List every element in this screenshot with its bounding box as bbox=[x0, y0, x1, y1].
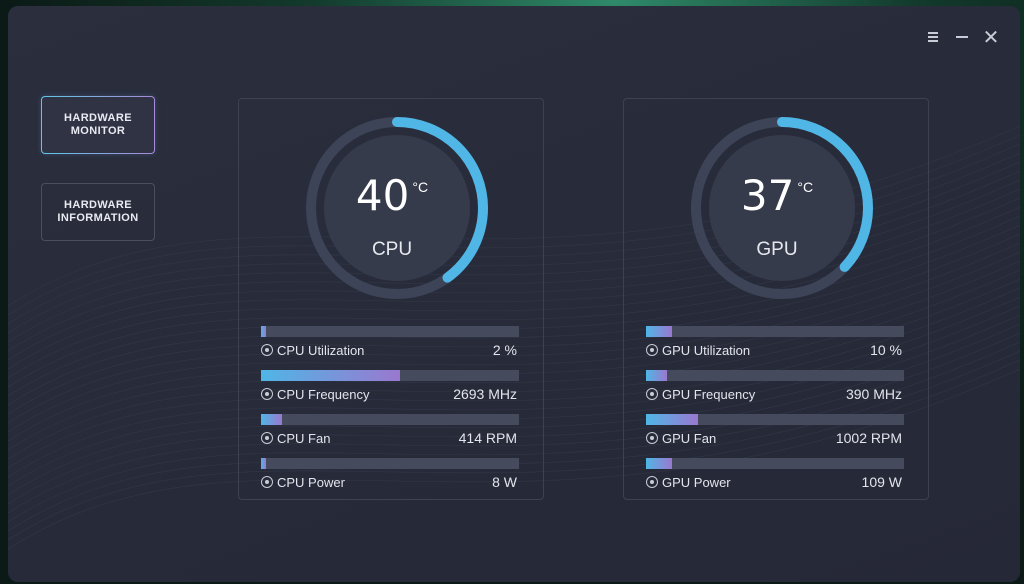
power-icon bbox=[646, 476, 658, 488]
gpu-frequency-bar-fill bbox=[646, 370, 667, 381]
minimize-button[interactable] bbox=[951, 26, 973, 48]
gpu-frequency-label: GPU Frequency bbox=[662, 386, 756, 402]
gauge-icon bbox=[646, 344, 658, 356]
cpu-utilization-bar-fill bbox=[261, 326, 267, 337]
cpu-frequency-metric: CPU Frequency 2693 MHz bbox=[261, 370, 519, 402]
cpu-power-metric: CPU Power 8 W bbox=[261, 458, 519, 490]
fan-icon bbox=[646, 432, 658, 444]
fan-icon bbox=[261, 432, 273, 444]
power-icon bbox=[261, 476, 273, 488]
minimize-icon bbox=[956, 36, 968, 38]
cpu-temperature-unit: °C bbox=[412, 179, 429, 195]
gpu-fan-metric: GPU Fan 1002 RPM bbox=[646, 414, 904, 446]
frequency-icon bbox=[261, 388, 273, 400]
gpu-frequency-value: 390 MHz bbox=[845, 386, 902, 402]
gpu-utilization-metric: GPU Utilization 10 % bbox=[646, 326, 904, 358]
cpu-power-label: CPU Power bbox=[277, 474, 345, 490]
gpu-fan-bar bbox=[646, 414, 904, 425]
cpu-gauge-label: CPU bbox=[371, 239, 413, 260]
gpu-power-label: GPU Power bbox=[662, 474, 731, 490]
close-button[interactable]: ✕ bbox=[980, 26, 1002, 48]
cpu-fan-value: 414 RPM bbox=[458, 430, 517, 446]
cpu-temperature-gauge bbox=[306, 117, 488, 299]
gpu-power-metric: GPU Power 109 W bbox=[646, 458, 904, 490]
frequency-icon bbox=[646, 388, 658, 400]
cpu-utilization-bar bbox=[261, 326, 519, 337]
gpu-utilization-label: GPU Utilization bbox=[662, 342, 751, 358]
cpu-frequency-bar-fill bbox=[261, 370, 401, 381]
cpu-temperature: 40 °C bbox=[239, 171, 545, 220]
cpu-fan-bar bbox=[261, 414, 519, 425]
cpu-frequency-value: 2693 MHz bbox=[453, 386, 517, 402]
cpu-frequency-label: CPU Frequency bbox=[277, 386, 370, 402]
cpu-fan-bar-fill bbox=[261, 414, 282, 425]
cpu-panel: 40 °C CPU CPU Utilization 2 % CPU Frequenc… bbox=[238, 98, 544, 500]
cpu-fan-label: CPU Fan bbox=[277, 430, 331, 446]
cpu-fan-metric: CPU Fan 414 RPM bbox=[261, 414, 519, 446]
close-icon: ✕ bbox=[982, 25, 1000, 49]
cpu-utilization-value: 2 % bbox=[492, 342, 517, 358]
cpu-power-bar-fill bbox=[261, 458, 267, 469]
cpu-power-value: 8 W bbox=[492, 474, 517, 490]
cpu-utilization-label: CPU Utilization bbox=[277, 342, 365, 358]
cpu-power-bar bbox=[261, 458, 519, 469]
gpu-utilization-bar bbox=[646, 326, 904, 337]
gpu-utilization-value: 10 % bbox=[870, 342, 902, 358]
gpu-fan-label: GPU Fan bbox=[662, 430, 717, 446]
gpu-fan-bar-fill bbox=[646, 414, 698, 425]
gpu-frequency-metric: GPU Frequency 390 MHz bbox=[646, 370, 904, 402]
gpu-utilization-bar-fill bbox=[646, 326, 672, 337]
nav-hardware-monitor[interactable]: HARDWARE MONITOR bbox=[41, 96, 155, 154]
gauge-icon bbox=[261, 344, 273, 356]
nav-hardware-information[interactable]: HARDWARE INFORMATION bbox=[41, 183, 155, 241]
gpu-temperature-value: 37 bbox=[740, 171, 795, 220]
app-window: ✕ HARDWARE MONITOR HARDWARE INFORMATION … bbox=[8, 6, 1020, 582]
gpu-temperature-unit: °C bbox=[797, 179, 814, 195]
menu-icon bbox=[928, 30, 938, 45]
cpu-utilization-metric: CPU Utilization 2 % bbox=[261, 326, 519, 358]
gpu-power-bar-fill bbox=[646, 458, 672, 469]
cpu-frequency-bar bbox=[261, 370, 519, 381]
cpu-gauge-arc bbox=[306, 117, 488, 299]
gpu-panel: 37 °C GPU GPU Utilization 10 % GPU Frequen… bbox=[623, 98, 929, 500]
gpu-temperature: 37 °C bbox=[624, 171, 930, 220]
gpu-gauge-arc bbox=[691, 117, 873, 299]
gpu-power-value: 109 W bbox=[861, 474, 902, 490]
gpu-fan-value: 1002 RPM bbox=[835, 430, 902, 446]
menu-button[interactable] bbox=[922, 26, 944, 48]
gpu-frequency-bar bbox=[646, 370, 904, 381]
gpu-power-bar bbox=[646, 458, 904, 469]
cpu-temperature-value: 40 bbox=[355, 171, 410, 220]
gpu-temperature-gauge bbox=[691, 117, 873, 299]
gpu-gauge-label: GPU bbox=[756, 239, 798, 260]
